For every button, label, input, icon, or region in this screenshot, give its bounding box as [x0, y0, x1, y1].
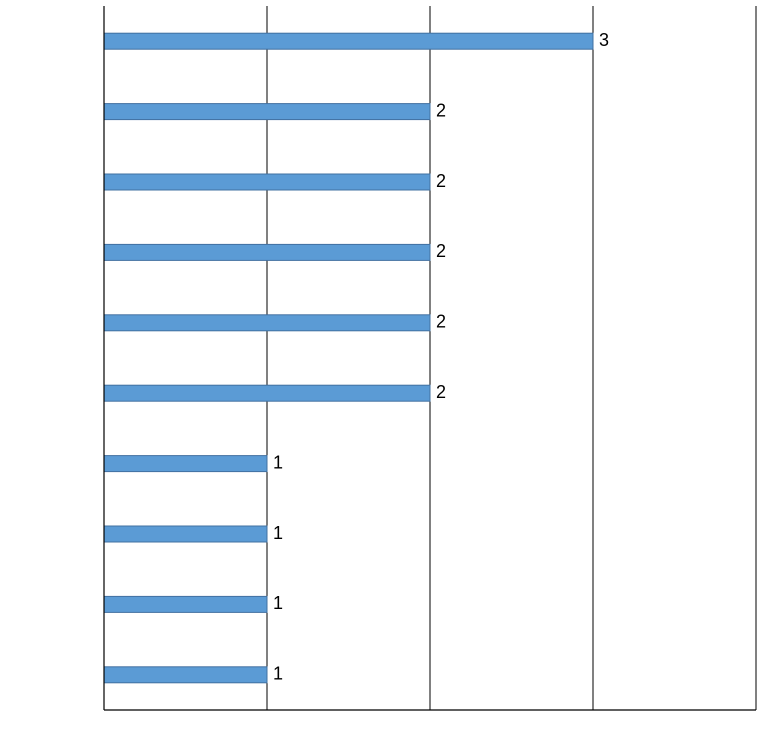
bar: [104, 244, 430, 260]
bar: [104, 315, 430, 331]
bar-value-label: 1: [273, 452, 283, 472]
bar-value-label: 2: [436, 171, 446, 191]
bar-value-label: 1: [273, 664, 283, 684]
bar-value-label: 1: [273, 523, 283, 543]
bar: [104, 33, 593, 49]
bar: [104, 667, 267, 683]
bar-value-label: 2: [436, 241, 446, 261]
bar: [104, 456, 267, 472]
bar: [104, 174, 430, 190]
bar-value-label: 2: [436, 382, 446, 402]
bar: [104, 526, 267, 542]
bar: [104, 385, 430, 401]
bar-value-label: 2: [436, 100, 446, 120]
bar: [104, 104, 430, 120]
bar-value-label: 2: [436, 312, 446, 332]
bar-value-label: 1: [273, 593, 283, 613]
bar: [104, 596, 267, 612]
bar-chart: 3 2 2 2 2 2 1 1 1 1: [0, 0, 778, 752]
bar-value-label: 3: [599, 30, 609, 50]
chart-svg: 3 2 2 2 2 2 1 1 1 1: [0, 0, 778, 752]
